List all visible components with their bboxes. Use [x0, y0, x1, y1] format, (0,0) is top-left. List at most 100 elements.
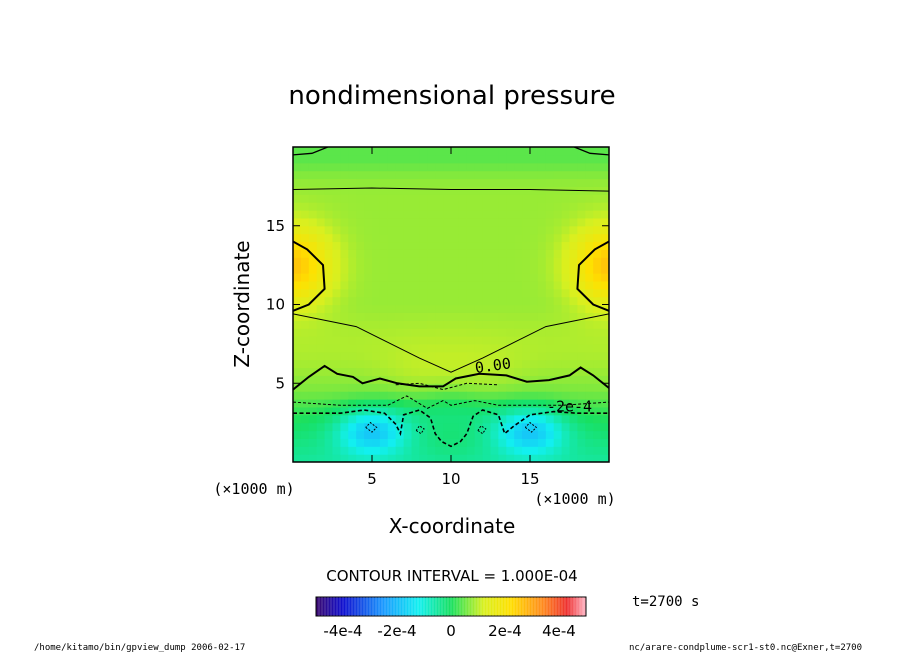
- field-cell: [490, 383, 499, 392]
- field-cell: [506, 170, 515, 180]
- field-cell: [379, 438, 389, 447]
- field-cell: [379, 312, 389, 321]
- field-cell: [569, 273, 578, 282]
- field-cell: [482, 217, 492, 227]
- field-cell: [569, 154, 578, 164]
- field-cell: [324, 257, 334, 266]
- field-cell: [482, 147, 492, 156]
- field-cell: [356, 414, 365, 424]
- field-cell: [340, 430, 349, 439]
- field-cell: [474, 383, 484, 392]
- field-cell: [451, 454, 460, 462]
- field-cell: [451, 249, 460, 258]
- field-cell: [545, 328, 555, 337]
- field-cell: [443, 288, 452, 298]
- field-cell: [522, 399, 531, 408]
- field-cell: [577, 359, 586, 369]
- field-cell: [458, 273, 468, 282]
- field-cell: [387, 328, 397, 337]
- field-cell: [458, 265, 468, 274]
- field-cell: [553, 170, 563, 180]
- field-cell: [348, 375, 357, 384]
- field-cell: [293, 414, 302, 424]
- field-cell: [585, 154, 594, 164]
- field-cell: [340, 328, 349, 337]
- field-cell: [443, 217, 452, 227]
- field-cell: [522, 367, 531, 376]
- field-cell: [522, 162, 531, 172]
- field-cell: [443, 296, 452, 306]
- field-cell: [530, 280, 539, 290]
- field-cell: [458, 304, 468, 313]
- field-cell: [379, 446, 389, 455]
- field-cell: [577, 328, 586, 337]
- field-cell: [419, 304, 428, 313]
- field-cell: [300, 367, 310, 376]
- field-cell: [300, 265, 310, 274]
- field-cell: [577, 320, 586, 329]
- field-cell: [324, 343, 334, 353]
- field-cell: [332, 217, 341, 227]
- field-cell: [537, 170, 547, 180]
- field-cell: [577, 296, 586, 306]
- field-cell: [530, 446, 539, 455]
- field-cell: [537, 186, 547, 195]
- field-cell: [316, 202, 326, 211]
- field-cell: [530, 241, 539, 250]
- field-cell: [316, 154, 326, 164]
- field-cell: [308, 367, 318, 376]
- field-cell: [395, 399, 405, 408]
- field-cell: [482, 430, 492, 439]
- field-cell: [293, 359, 302, 369]
- field-cell: [427, 296, 436, 306]
- field-cell: [387, 280, 397, 290]
- contour-line-neg1: [293, 395, 609, 409]
- field-cell: [530, 170, 539, 180]
- field-cell: [451, 343, 460, 353]
- field-cell: [435, 233, 444, 243]
- field-cell: [379, 328, 389, 337]
- field-cell: [490, 249, 499, 258]
- field-cell: [522, 438, 531, 447]
- field-cell: [593, 265, 602, 274]
- field-cell: [458, 351, 468, 361]
- field-cell: [293, 312, 302, 321]
- field-cell: [403, 336, 413, 345]
- field-cell: [411, 233, 420, 243]
- field-cell: [364, 359, 373, 369]
- field-cell: [530, 414, 539, 424]
- field-cell: [585, 438, 594, 447]
- field-cell: [458, 225, 468, 235]
- field-cell: [561, 202, 571, 211]
- field-cell: [490, 217, 499, 227]
- field-cell: [593, 367, 602, 376]
- field-cell: [324, 320, 334, 329]
- field-cell: [474, 178, 484, 187]
- field-cell: [466, 438, 476, 447]
- field-cell: [506, 257, 515, 266]
- field-cell: [577, 446, 586, 455]
- field-cell: [379, 320, 389, 329]
- field-cell: [545, 422, 555, 432]
- field-cell: [498, 170, 507, 180]
- field-cell: [537, 343, 547, 353]
- field-cell: [411, 343, 420, 353]
- field-cell: [427, 430, 436, 439]
- field-cell: [498, 328, 507, 337]
- field-cell: [340, 359, 349, 369]
- field-cell: [411, 162, 420, 172]
- field-cell: [372, 241, 381, 250]
- field-cell: [451, 320, 460, 329]
- field-cell: [601, 178, 609, 187]
- field-cell: [585, 194, 594, 203]
- field-cell: [514, 194, 523, 203]
- field-cell: [537, 288, 547, 298]
- field-cell: [474, 391, 484, 400]
- field-cell: [419, 328, 428, 337]
- field-cell: [577, 178, 586, 187]
- field-cell: [387, 367, 397, 376]
- field-cell: [308, 162, 318, 172]
- field-cell: [403, 375, 413, 384]
- field-cell: [443, 304, 452, 313]
- field-cell: [514, 162, 523, 172]
